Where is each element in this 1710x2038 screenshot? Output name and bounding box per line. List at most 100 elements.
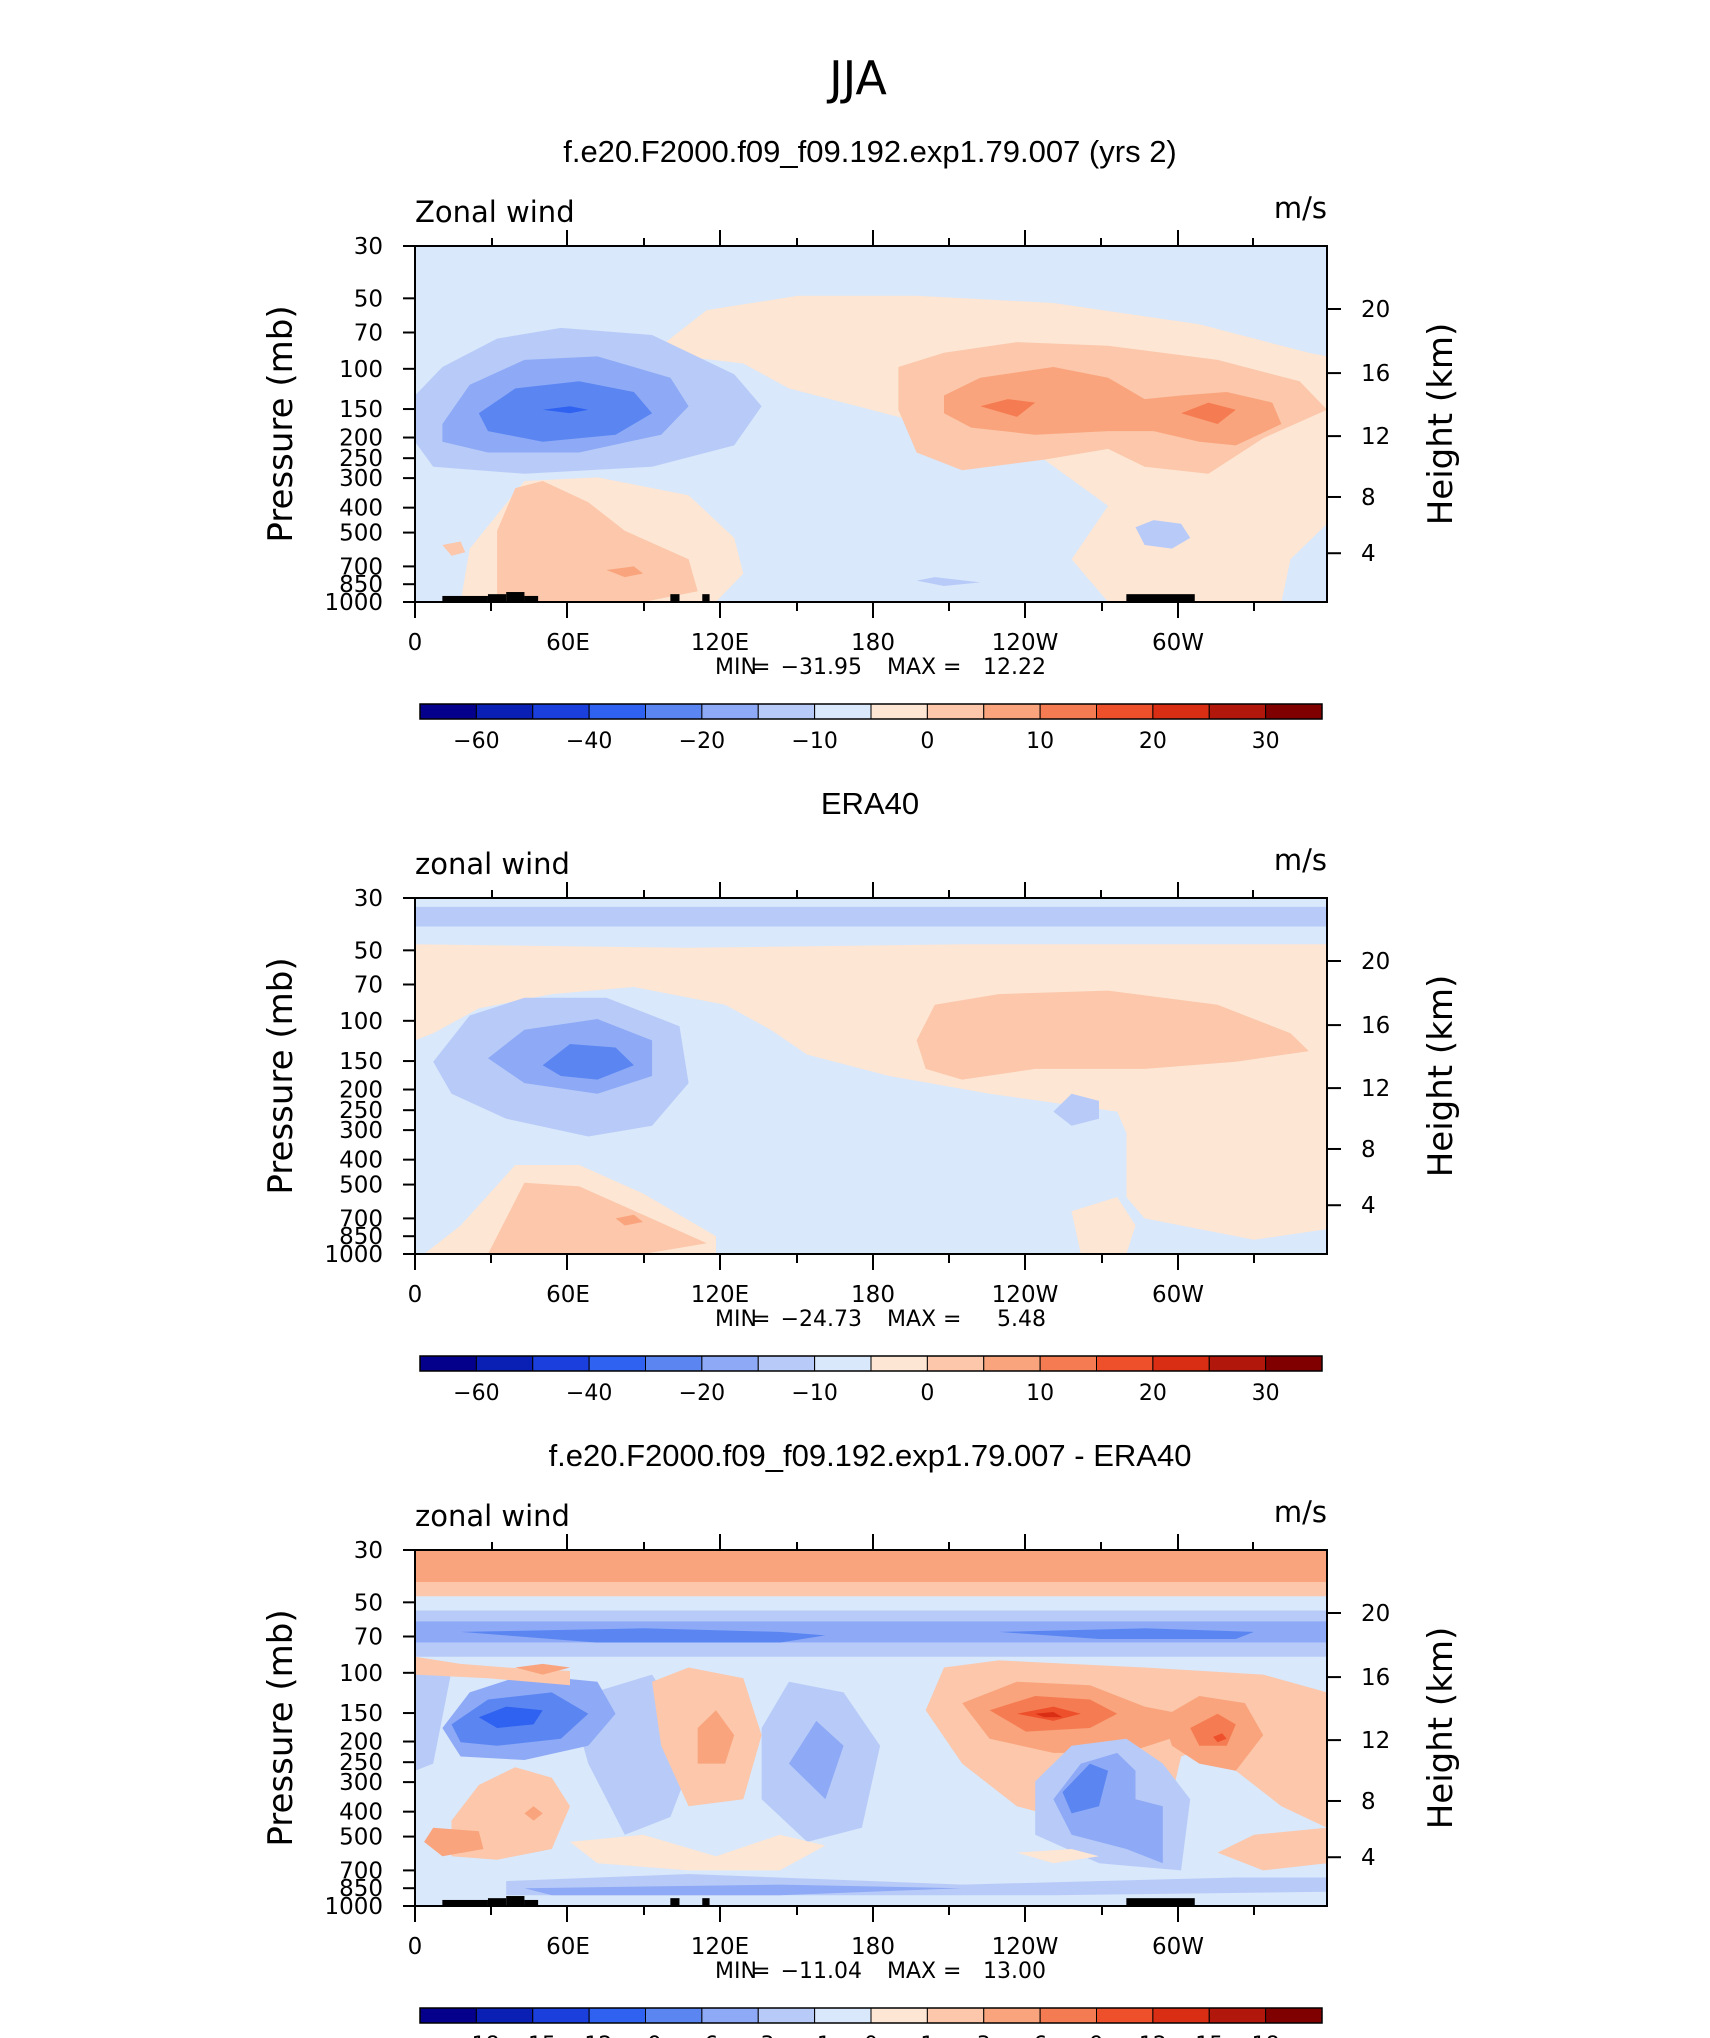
y-tick-label: 300 xyxy=(339,1770,383,1796)
contour-region-8 xyxy=(606,566,643,578)
colorbar-label: 6 xyxy=(1033,2033,1047,2038)
x-tick-label: 180 xyxy=(851,1282,895,1308)
colorbar-swatch xyxy=(926,703,985,720)
colorbar-label: 30 xyxy=(1252,1381,1280,1406)
y-tick-label: 250 xyxy=(339,1098,383,1124)
y-tick-label: 1000 xyxy=(324,1894,383,1920)
contour-region-8 xyxy=(488,1182,707,1254)
colorbar-label: −3 xyxy=(742,2033,774,2038)
topography-mask xyxy=(442,1899,488,1906)
colorbar-label: −15 xyxy=(510,2033,556,2038)
colorbar-swatch xyxy=(645,1355,703,1372)
x-tick-label: 60E xyxy=(546,1282,590,1308)
topography-mask xyxy=(524,1899,539,1906)
contour-region-24 xyxy=(1062,1763,1109,1814)
y-tick-label: 50 xyxy=(354,286,383,312)
topography-mask xyxy=(487,594,507,602)
colorbar-swatch xyxy=(588,703,646,720)
y-tick-label: 850 xyxy=(339,1876,383,1902)
x-tick-label: 180 xyxy=(851,1934,895,1960)
contour-region-33 xyxy=(451,1767,570,1860)
contour-region-12 xyxy=(980,399,1036,417)
contour-region-10 xyxy=(788,1720,844,1800)
colorbar-swatch xyxy=(870,1355,928,1372)
panel-title: f.e20.F2000.f09_f09.192.exp1.79.007 - ER… xyxy=(549,1438,1192,1473)
variable-label: zonal wind xyxy=(415,847,570,881)
colorbar: −60 −40 −20 −10 0 10 20 30 xyxy=(419,1355,1323,1406)
colorbar-swatch xyxy=(983,2007,1041,2024)
contour-region-37 xyxy=(515,1663,570,1675)
contour-region-13 xyxy=(570,1834,826,1871)
height-tick-label: 16 xyxy=(1361,1665,1390,1691)
colorbar-swatch xyxy=(1152,1355,1210,1372)
right-axis-title: Height (km) xyxy=(1421,1627,1461,1830)
colorbar-label: 0 xyxy=(864,2033,878,2038)
max-equals: = xyxy=(943,1959,961,1984)
topography-mask xyxy=(524,595,539,602)
colorbar-swatch xyxy=(926,1355,985,1372)
y-tick-label: 500 xyxy=(339,1825,383,1851)
colorbar-swatch xyxy=(814,703,872,720)
units-label: m/s xyxy=(1274,843,1327,877)
colorbar-swatch xyxy=(645,703,703,720)
topography-mask xyxy=(506,592,525,602)
topography-mask xyxy=(1126,1898,1195,1906)
colorbar-swatch xyxy=(475,2007,534,2024)
min-label: MIN xyxy=(715,1959,757,1984)
max-label: MAX xyxy=(887,1307,936,1332)
x-tick-label: 60E xyxy=(546,630,590,656)
topography-mask xyxy=(487,1898,507,1906)
page-title: JJA xyxy=(826,51,887,105)
contour-region-7 xyxy=(542,1044,634,1080)
colorbar-swatch xyxy=(757,703,816,720)
contour-region-18 xyxy=(1035,1712,1063,1718)
colorbar-label: −10 xyxy=(791,1381,837,1406)
colorbar-swatch xyxy=(757,1355,816,1372)
y-tick-label: 400 xyxy=(339,1800,383,1826)
contour-region-36 xyxy=(415,1656,570,1686)
y-tick-label: 250 xyxy=(339,446,383,472)
contour-field xyxy=(415,1550,1327,1906)
x-tick-label: 60W xyxy=(1152,1934,1204,1960)
colorbar-swatch xyxy=(1265,1355,1323,1372)
contour-region-26 xyxy=(1217,1827,1327,1871)
height-tick-label: 12 xyxy=(1361,424,1390,450)
colorbar-swatch xyxy=(1265,2007,1323,2024)
colorbar-label: 18 xyxy=(1252,2033,1280,2038)
y-tick-label: 100 xyxy=(339,1009,383,1035)
contour-region-4 xyxy=(1071,1197,1136,1254)
colorbar-swatch xyxy=(1096,2007,1154,2024)
colorbar-swatch xyxy=(983,1355,1041,1372)
y-tick-label: 100 xyxy=(339,1661,383,1687)
colorbar-label: −20 xyxy=(679,729,725,754)
contour-region-28 xyxy=(524,1884,963,1896)
y-tick-label: 70 xyxy=(354,973,383,999)
panel-title: ERA40 xyxy=(821,786,919,821)
colorbar-label: 12 xyxy=(1139,2033,1167,2038)
colorbar-swatch xyxy=(983,703,1041,720)
x-tick-label: 120W xyxy=(992,1282,1059,1308)
colorbar-swatch xyxy=(419,703,477,720)
colorbar-swatch xyxy=(1152,2007,1210,2024)
colorbar-swatch xyxy=(1039,2007,1097,2024)
y-tick-label: 1000 xyxy=(324,1242,383,1268)
topography-mask xyxy=(670,594,680,602)
left-axis-title: Pressure (mb) xyxy=(261,957,301,1194)
colorbar-swatch xyxy=(1039,703,1097,720)
max-label: MAX xyxy=(887,1959,936,1984)
colorbar-swatch xyxy=(814,2007,872,2024)
colorbar-swatch xyxy=(1208,2007,1267,2024)
left-axis-title: Pressure (mb) xyxy=(261,1609,301,1846)
contour-region-1 xyxy=(415,1550,1327,1582)
contour-region-3 xyxy=(415,1610,1327,1622)
y-tick-label: 400 xyxy=(339,1148,383,1174)
contour-region-21 xyxy=(1213,1733,1227,1743)
contour-region-6 xyxy=(542,406,589,414)
colorbar-frame xyxy=(419,703,1323,720)
contour-region-15 xyxy=(916,577,981,586)
colorbar-label: 0 xyxy=(920,1381,934,1406)
contour-region-2 xyxy=(415,1582,1327,1597)
max-value: 13.00 xyxy=(983,1959,1046,1984)
contour-region-32 xyxy=(478,1706,543,1728)
